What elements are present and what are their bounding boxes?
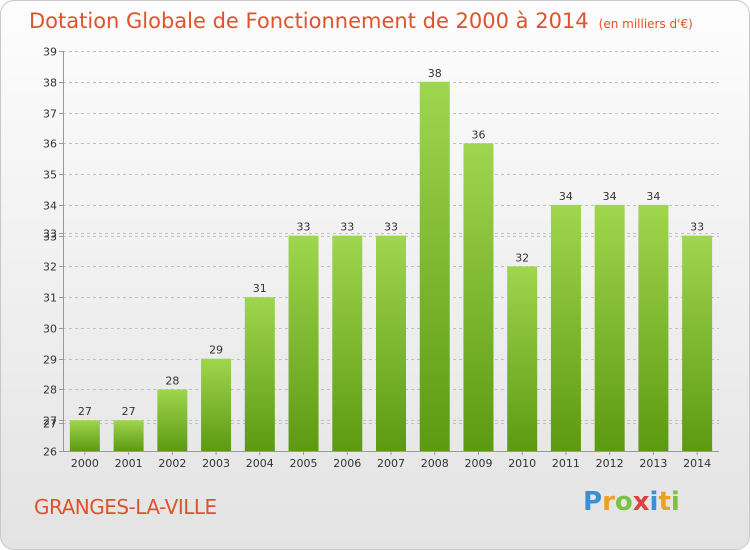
- y-tick-label: 34: [43, 200, 57, 213]
- x-tick-label: 2011: [552, 457, 580, 470]
- data-label: 27: [78, 405, 92, 418]
- x-tick-label: 2007: [377, 457, 405, 470]
- y-tick-label: 32: [43, 261, 57, 274]
- logo-letter: o: [614, 487, 633, 517]
- chart-subtitle: (en milliers d'€): [598, 17, 693, 31]
- y-tick-label: 29: [43, 354, 57, 367]
- x-tick-label: 2009: [464, 457, 492, 470]
- x-tick-label: 2013: [639, 457, 667, 470]
- x-tick-label: 2002: [158, 457, 186, 470]
- city-name: GRANGES-LA-VILLE: [34, 495, 217, 519]
- x-tick-label: 2004: [246, 457, 274, 470]
- y-tick-label: 36: [43, 138, 57, 151]
- proxiti-logo[interactable]: Proxiti: [583, 487, 680, 517]
- data-label: 33: [340, 221, 354, 234]
- y-tick-label: 35: [43, 169, 57, 182]
- y-tick-label: 31: [43, 292, 57, 305]
- value-labels: 27 27 28 29 31 33 33 33 38 36 32 34 34 34 33: [78, 67, 704, 418]
- bar: [376, 235, 406, 451]
- x-tick-label: 2001: [115, 457, 143, 470]
- bars: [69, 81, 713, 452]
- data-label: 29: [209, 344, 223, 357]
- data-label: 33: [384, 221, 398, 234]
- x-tick-label: 2006: [333, 457, 361, 470]
- data-label: 33: [297, 221, 311, 234]
- x-tick-label: 2003: [202, 457, 230, 470]
- bar: [507, 266, 538, 451]
- bar: [201, 358, 232, 451]
- data-label: 27: [122, 405, 136, 418]
- data-label: 36: [471, 128, 485, 141]
- data-label: 28: [165, 374, 179, 387]
- y-tick-label: 33: [43, 228, 57, 241]
- y-tick-label: 28: [43, 384, 57, 397]
- bar: [113, 420, 144, 451]
- data-label: 34: [646, 190, 660, 203]
- logo-letter: P: [583, 487, 603, 517]
- data-label: 34: [559, 190, 573, 203]
- bar: [157, 389, 188, 451]
- x-tick-label: 2005: [290, 457, 318, 470]
- bar: [682, 235, 713, 451]
- bar: [244, 297, 275, 451]
- title-text: Dotation Globale de Fonctionnement de 20…: [29, 9, 589, 33]
- logo-letter: i: [649, 487, 659, 517]
- data-label: 38: [428, 67, 442, 80]
- bar: [638, 204, 669, 451]
- bar: [463, 143, 494, 452]
- logo-letter: x: [632, 487, 650, 517]
- x-tick-label: 2000: [71, 457, 99, 470]
- bar: [419, 81, 450, 452]
- data-label: 31: [253, 282, 267, 295]
- y-tick-label: 38: [43, 77, 57, 90]
- y-tick-label: 39: [43, 46, 57, 59]
- axes: 26 27 27 28 29 30 31 32 33 33 34 35 36 37 38 39 2000 2001…: [43, 46, 719, 470]
- logo-letter: t: [658, 487, 671, 517]
- logo-letter: i: [670, 487, 680, 517]
- bar: [332, 235, 363, 451]
- x-tick-label: 2012: [596, 457, 624, 470]
- x-tick-label: 2008: [421, 457, 449, 470]
- y-tick-label: 37: [43, 108, 57, 121]
- y-tick-label: 33: [43, 231, 57, 244]
- bar: [594, 204, 625, 451]
- y-tick-label: 26: [43, 446, 57, 459]
- bar: [69, 420, 100, 451]
- y-tick-label: 30: [43, 323, 57, 336]
- y-tick-label: 27: [43, 415, 57, 428]
- chart-title: Dotation Globale de Fonctionnement de 20…: [29, 9, 693, 33]
- logo-letter: r: [602, 487, 615, 517]
- bar: [288, 235, 319, 451]
- bar: [550, 204, 581, 451]
- x-tick-label: 2010: [508, 457, 536, 470]
- data-label: 32: [515, 251, 529, 264]
- x-tick-label: 2014: [683, 457, 711, 470]
- y-tick-label: 27: [43, 418, 57, 431]
- data-label: 33: [690, 221, 704, 234]
- data-label: 34: [603, 190, 617, 203]
